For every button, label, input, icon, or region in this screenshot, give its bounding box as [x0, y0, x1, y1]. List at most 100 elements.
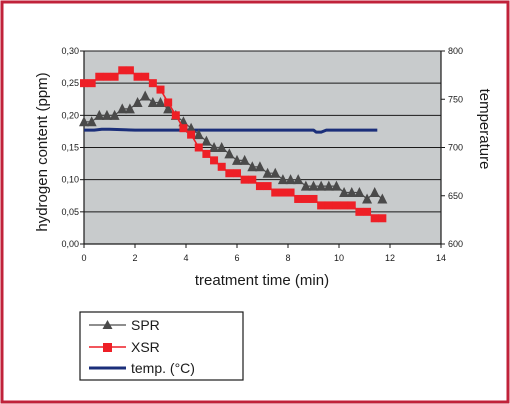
plot-area: [79, 50, 445, 248]
y2-tick-label: 650: [448, 191, 463, 201]
data-point-xsr: [164, 98, 173, 107]
data-point-xsr: [301, 194, 310, 203]
data-point-xsr: [278, 188, 287, 197]
x-tick-label: 0: [81, 253, 86, 263]
data-point-xsr: [217, 162, 226, 171]
data-point-spr: [346, 187, 357, 198]
data-point-spr: [362, 193, 373, 204]
legend-label-spr: SPR: [131, 317, 160, 333]
data-point-xsr: [148, 79, 157, 88]
data-point-spr: [377, 193, 388, 204]
y-tick-label: 0,20: [61, 110, 79, 120]
data-point-spr: [354, 187, 365, 198]
data-point-spr: [285, 174, 296, 185]
series-layer: [79, 66, 388, 223]
legend-entry-xsr: XSR: [89, 339, 160, 355]
data-point-spr: [216, 142, 227, 152]
data-point-spr: [293, 174, 304, 185]
y-tick-label: 0,10: [61, 175, 79, 185]
data-point-spr: [94, 109, 105, 120]
data-point-spr: [262, 167, 273, 178]
data-point-xsr: [347, 201, 356, 210]
y-axis-tick-labels: 0,00 0,05 0,10 0,15 0,20 0,25 0,30: [61, 46, 79, 249]
data-point-xsr: [141, 72, 150, 81]
data-point-spr: [308, 180, 319, 191]
y-tick-label: 0,25: [61, 78, 79, 88]
data-point-xsr: [286, 188, 295, 197]
x-tick-label: 2: [132, 253, 137, 263]
data-point-spr: [79, 116, 89, 127]
data-point-xsr: [355, 207, 364, 216]
data-point-xsr: [171, 111, 180, 120]
data-point-spr: [140, 90, 151, 101]
data-point-xsr: [225, 169, 234, 178]
data-point-spr: [109, 109, 120, 120]
data-point-spr: [101, 109, 112, 120]
series-temp: [84, 127, 378, 134]
data-point-xsr: [324, 201, 333, 210]
data-point-xsr: [80, 79, 88, 88]
y2-tick-label: 750: [448, 94, 463, 104]
data-point-spr: [254, 161, 265, 172]
data-point-xsr: [332, 201, 341, 210]
y-tick-label: 0,00: [61, 239, 79, 249]
data-point-spr: [323, 180, 334, 191]
series-xsr: [80, 66, 387, 223]
gridlines: [84, 50, 441, 213]
y-tick-label: 0,15: [61, 143, 79, 153]
data-point-spr: [277, 174, 288, 185]
data-point-xsr: [210, 156, 219, 165]
data-point-spr: [270, 167, 281, 178]
data-point-xsr: [102, 72, 111, 81]
y2-tick-label: 800: [448, 46, 463, 56]
data-point-xsr: [263, 182, 272, 191]
y-tick-label: 0,05: [61, 207, 79, 217]
data-point-xsr: [309, 194, 318, 203]
data-point-xsr: [363, 207, 372, 216]
data-point-xsr: [194, 143, 203, 152]
data-point-spr: [247, 161, 258, 172]
data-point-xsr: [87, 79, 96, 88]
data-point-xsr: [202, 149, 211, 158]
data-point-spr: [300, 180, 311, 191]
series-line-temp: [84, 127, 378, 134]
x-tick-label: 6: [234, 253, 239, 263]
data-point-xsr: [340, 201, 349, 210]
data-point-spr: [224, 148, 235, 159]
data-point-xsr: [317, 201, 326, 210]
data-point-spr: [232, 154, 242, 165]
data-point-spr: [201, 135, 212, 146]
data-point-spr: [209, 142, 220, 152]
x-tick-label: 12: [385, 253, 395, 263]
data-point-xsr: [294, 194, 303, 203]
data-point-xsr: [110, 72, 119, 81]
data-point-xsr: [95, 72, 104, 81]
data-point-spr: [124, 103, 135, 114]
data-point-spr: [117, 103, 128, 114]
legend-entry-spr: SPR: [89, 317, 160, 333]
legend-label-xsr: XSR: [131, 339, 160, 355]
legend-entry-temp: temp. (°C): [89, 360, 195, 376]
x-tick-label: 14: [436, 253, 446, 263]
y-tick-label: 0,30: [61, 46, 79, 56]
data-point-xsr: [248, 175, 257, 184]
data-point-spr: [193, 129, 204, 140]
legend-marker-xsr: [103, 343, 112, 352]
data-point-spr: [186, 122, 197, 133]
data-point-xsr: [133, 72, 142, 81]
data-point-xsr: [271, 188, 280, 197]
data-point-spr: [369, 187, 380, 198]
data-point-spr: [86, 116, 97, 127]
legend-label-temp: temp. (°C): [131, 360, 195, 376]
legend-marker-spr: [102, 320, 113, 329]
y2-tick-label: 600: [448, 239, 463, 249]
data-point-spr: [132, 96, 143, 107]
data-point-spr: [239, 154, 250, 165]
data-point-spr: [163, 103, 174, 114]
data-point-xsr: [370, 214, 379, 223]
data-point-spr: [155, 96, 166, 107]
data-point-xsr: [179, 124, 188, 133]
data-point-xsr: [156, 85, 165, 94]
data-point-spr: [339, 187, 350, 198]
y2-tick-label: 700: [448, 143, 463, 153]
